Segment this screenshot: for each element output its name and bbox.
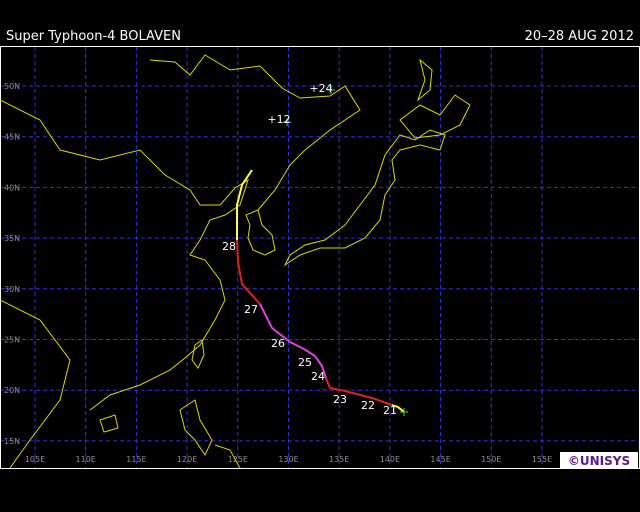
coastline: [0, 299, 71, 469]
longitude-label: 145E: [430, 455, 450, 464]
korea: [245, 209, 276, 256]
day-label: 22: [361, 399, 375, 412]
logo-box: [560, 452, 638, 468]
coastlines: [0, 54, 471, 469]
forecast-marker: [283, 86, 335, 126]
taiwan: [191, 339, 205, 369]
day-label: 21: [383, 404, 397, 417]
longitude-label: 150E: [481, 455, 501, 464]
japan: [283, 129, 446, 267]
longitude-label: 105E: [25, 455, 45, 464]
hokkaido: [399, 94, 471, 139]
track-segment: [391, 404, 405, 413]
latitude-label: 30N: [4, 285, 20, 294]
forecast-label: +12: [267, 113, 290, 126]
track-segment: [325, 377, 393, 406]
start-marker: [400, 408, 408, 416]
day-label: 23: [333, 393, 347, 406]
forecast-label: +24: [309, 82, 332, 95]
day-label: 24: [311, 370, 325, 383]
labels: 50N 45N 40N 35N 30N 25N 20N 15N 105E 110E 115E 120E…: [4, 82, 552, 464]
latitude-label: 40N: [4, 183, 20, 192]
latitude-label: 50N: [4, 82, 20, 91]
longitude-label: 110E: [76, 455, 96, 464]
latitude-label: 45N: [4, 133, 20, 142]
longitude-label: 140E: [380, 455, 400, 464]
longitude-label: 115E: [126, 455, 146, 464]
latitude-label: 20N: [4, 386, 20, 395]
longitude-label: 125E: [228, 455, 248, 464]
longitude-label: 135E: [329, 455, 349, 464]
latitude-label: 25N: [4, 336, 20, 345]
title: Super Typhoon-4 BOLAVEN: [6, 29, 181, 44]
longitude-label: 155E: [532, 455, 552, 464]
latitude-label: 15N: [4, 437, 20, 446]
latitude-label: 35N: [4, 234, 20, 243]
hainan: [99, 414, 119, 433]
sakhalin: [416, 58, 433, 102]
philippines: [179, 399, 241, 469]
day-label: 28: [222, 240, 236, 253]
track-segment: [236, 239, 261, 305]
date-range: 20–28 AUG 2012: [525, 29, 634, 44]
coastline: [0, 99, 249, 411]
coastline: [149, 54, 361, 211]
longitude-label: 130E: [278, 455, 298, 464]
logo: ©UNISYS: [568, 454, 630, 468]
track: [236, 86, 408, 416]
track-segment: [236, 169, 253, 240]
longitude-label: 120E: [177, 455, 197, 464]
day-label: 27: [244, 303, 258, 316]
track-segment: [259, 303, 327, 379]
day-label: 26: [271, 337, 285, 350]
day-label: 25: [298, 356, 312, 369]
